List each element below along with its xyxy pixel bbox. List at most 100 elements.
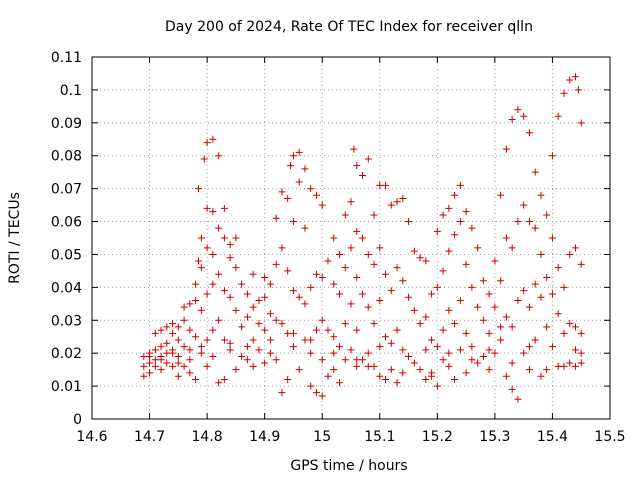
data-point [169,362,177,370]
data-point [439,211,447,219]
data-point [353,362,361,370]
data-point [410,306,418,314]
data-point [324,372,332,380]
data-point [318,316,326,324]
data-point [491,349,499,357]
data-point [232,234,240,242]
data-point [531,280,539,288]
data-point [232,306,240,314]
data-point [249,303,257,311]
data-point [571,362,579,370]
data-point [399,369,407,377]
data-point [307,185,315,193]
data-point [508,385,516,393]
data-point [174,352,182,360]
data-point [209,352,217,360]
data-point [405,293,413,301]
data-point [347,244,355,252]
data-point [548,234,556,242]
data-point [468,283,476,291]
data-point [433,382,441,390]
data-point [491,303,499,311]
data-point [456,218,464,226]
data-point [266,349,274,357]
data-point [255,346,263,354]
data-point [215,316,223,324]
y-tick-label: 0.1 [60,83,82,99]
data-point [468,356,476,364]
data-point [151,329,159,337]
data-point [353,227,361,235]
data-point [284,267,292,275]
y-tick-label: 0.05 [51,247,82,263]
data-point [192,376,200,384]
data-point [209,135,217,143]
data-point [560,89,568,97]
data-point [382,181,390,189]
data-point [347,346,355,354]
data-point [295,178,303,186]
data-point [209,250,217,258]
data-point [330,333,338,341]
data-point [514,395,522,403]
data-point [261,359,269,367]
data-point [479,316,487,324]
data-point [301,165,309,173]
y-tick-label: 0.03 [51,313,82,329]
data-point [220,204,228,212]
data-point [485,290,493,298]
data-point [456,181,464,189]
chart-title: Day 200 of 2024, Rate Of TEC Index for r… [165,19,533,35]
data-point [508,323,516,331]
data-point [215,224,223,232]
data-point [261,326,269,334]
data-point [157,326,165,334]
data-point [359,171,367,179]
data-point [462,208,470,216]
data-point [405,352,413,360]
data-point [249,362,257,370]
y-tick-label: 0.07 [51,182,82,198]
data-point [146,352,154,360]
data-point [151,346,159,354]
data-point [370,211,378,219]
plot-frame [91,56,611,420]
data-point [226,346,234,354]
data-point [439,267,447,275]
data-point [146,359,154,367]
data-point [341,264,349,272]
data-point [203,139,211,147]
data-point [376,297,384,305]
data-point [163,359,171,367]
data-point [289,287,297,295]
data-point [186,346,194,354]
x-tick-label: 14.8 [192,429,223,445]
data-point [203,290,211,298]
data-point [243,356,251,364]
data-point [220,336,228,344]
data-point [462,369,470,377]
data-point [376,343,384,351]
data-point [243,343,251,351]
data-point [335,250,343,258]
data-point [485,329,493,337]
data-point [445,247,453,255]
data-point [295,293,303,301]
data-point [364,303,372,311]
data-point [330,280,338,288]
data-point [537,372,545,380]
data-point [243,290,251,298]
data-point [531,336,539,344]
data-point [416,320,424,328]
data-point [382,333,390,341]
data-point [497,336,505,344]
data-point [502,313,510,321]
data-point [347,198,355,206]
data-point [474,303,482,311]
data-point [266,310,274,318]
data-point [238,280,246,288]
data-point [226,339,234,347]
data-point [508,116,516,124]
data-point [474,359,482,367]
data-point [543,366,551,374]
